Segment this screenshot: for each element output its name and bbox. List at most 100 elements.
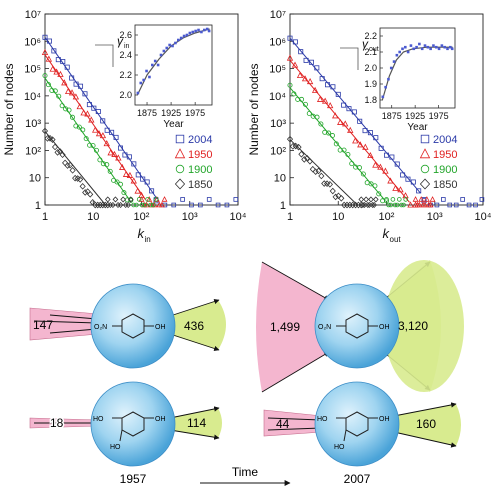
y-tick-label: 1 — [35, 200, 41, 212]
data-point — [113, 134, 119, 140]
data-point — [332, 193, 339, 201]
nitro-group-label: O₂N — [318, 324, 331, 331]
data-point — [42, 73, 48, 79]
data-point — [139, 202, 145, 208]
data-point — [423, 196, 430, 202]
inset-data-point — [145, 69, 148, 73]
data-point — [93, 147, 99, 153]
data-point — [149, 188, 155, 194]
data-point — [174, 178, 186, 190]
data-point — [56, 93, 62, 99]
data-point — [119, 163, 126, 170]
data-point — [333, 141, 339, 147]
hydroxyl-group-label: OH — [379, 324, 390, 331]
node-2007-bottom: 44 HO OH HO 160 — [263, 381, 461, 467]
year-label-1957: 1957 — [120, 472, 147, 486]
data-point — [76, 124, 82, 130]
data-point — [384, 197, 389, 202]
legend-label: 1900 — [188, 164, 212, 176]
legend: 2004 1950 1900 1850 — [174, 134, 212, 191]
data-point — [140, 176, 146, 182]
gamma-bracket — [340, 47, 359, 70]
data-point — [349, 161, 355, 167]
data-point — [68, 89, 76, 96]
data-point — [100, 161, 106, 167]
data-point — [403, 197, 409, 202]
inset-data-point — [200, 30, 203, 34]
data-point — [382, 167, 389, 174]
data-point — [161, 196, 168, 202]
data-point — [416, 201, 423, 208]
x-tick-label: 10³ — [427, 211, 443, 223]
gamma-subscript: in — [124, 43, 130, 50]
inset-data-point — [418, 42, 421, 46]
inset-frame — [134, 24, 213, 106]
inset-data-point — [398, 50, 401, 54]
data-point — [78, 83, 84, 89]
inset-data-point — [449, 45, 452, 49]
data-point — [473, 202, 478, 208]
data-point — [117, 201, 124, 209]
data-point — [134, 202, 139, 208]
data-point — [303, 57, 309, 63]
data-point — [427, 201, 434, 208]
hydroxyl-group-label: OH — [155, 416, 166, 423]
gamma-symbol: γ — [362, 37, 369, 51]
data-point — [45, 82, 51, 88]
in-degree-wedge — [256, 262, 330, 392]
in-degree-wedge — [263, 409, 323, 437]
data-point — [69, 167, 76, 174]
data-point — [145, 197, 150, 202]
data-point — [117, 145, 123, 151]
data-point — [44, 135, 51, 142]
inset-data-point — [437, 47, 441, 51]
molecule-sphere — [90, 283, 176, 369]
node-1957-top: 147 O₂N OH 436 — [29, 283, 226, 369]
y-axis-label: Number of nodes — [2, 63, 16, 155]
data-point — [466, 202, 472, 208]
data-point — [295, 143, 302, 151]
data-point — [314, 65, 320, 71]
data-point — [121, 190, 127, 196]
data-point — [287, 82, 293, 88]
inset-x-tick-label: 1975 — [185, 108, 205, 118]
inset-data-point — [171, 44, 174, 48]
data-point — [99, 132, 107, 139]
data-point — [64, 162, 71, 169]
out-count-label: 114 — [187, 416, 206, 430]
data-point — [368, 181, 374, 187]
data-point — [174, 148, 186, 159]
data-point — [159, 201, 165, 208]
legend-label: 1950 — [188, 149, 212, 161]
data-point — [306, 77, 314, 85]
inset-data-point — [423, 44, 427, 47]
data-point — [420, 164, 430, 174]
data-point — [61, 79, 68, 86]
inset-x-tick-label: 1925 — [161, 108, 181, 118]
y-tick-label: 10⁵ — [269, 64, 286, 76]
data-point — [314, 114, 320, 120]
data-point — [342, 120, 349, 127]
inset-data-point — [168, 43, 171, 47]
y-tick-label: 10² — [25, 145, 41, 157]
y-tick-label: 10⁵ — [24, 64, 41, 76]
inset-y-tick-label: 2.6 — [119, 30, 132, 40]
data-point — [49, 136, 56, 143]
data-point — [46, 38, 52, 44]
legend: 2004 1950 1900 1850 — [419, 134, 457, 191]
inset-data-point — [191, 30, 195, 34]
data-point — [419, 178, 431, 190]
inset-x-tick-label: 1925 — [405, 111, 425, 121]
data-point — [143, 201, 150, 208]
data-point — [364, 201, 371, 209]
molecule-4-nitrophenol — [336, 313, 378, 339]
data-point — [376, 191, 382, 197]
x-tick-label: 1 — [287, 211, 293, 223]
data-point — [441, 197, 446, 202]
data-point — [84, 110, 91, 117]
data-point — [341, 147, 347, 153]
inset-data-point — [389, 66, 393, 70]
data-point — [306, 111, 312, 117]
data-point — [410, 179, 416, 185]
data-point — [79, 183, 86, 190]
